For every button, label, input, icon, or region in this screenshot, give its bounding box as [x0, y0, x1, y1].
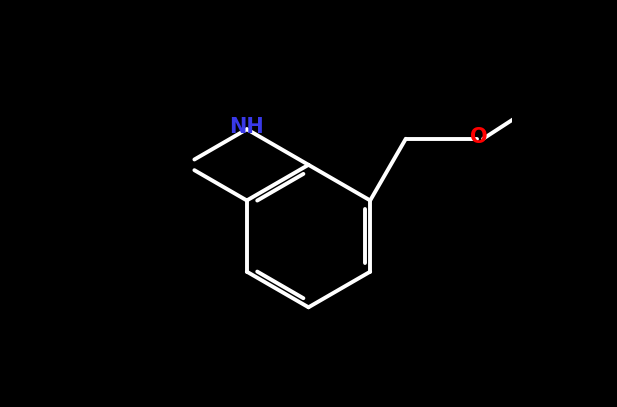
Text: NH: NH: [230, 117, 264, 137]
Text: O: O: [470, 127, 488, 147]
